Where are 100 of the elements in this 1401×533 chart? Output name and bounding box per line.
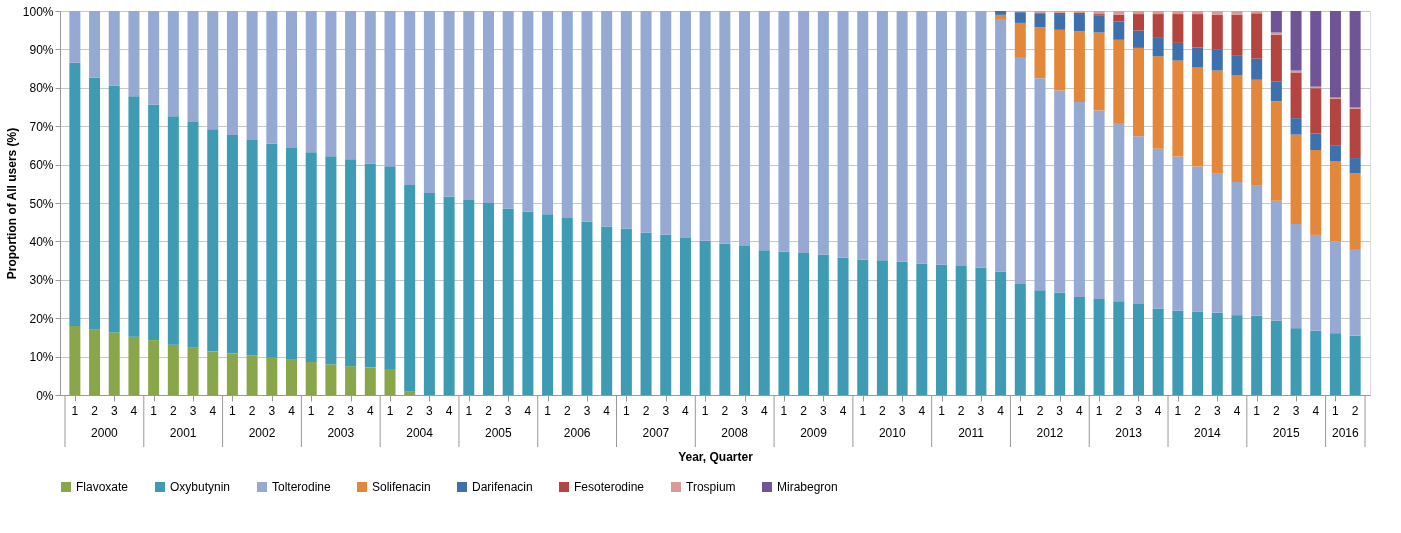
x-tick-label: 2 bbox=[485, 404, 493, 418]
x-tick-label: 2 bbox=[1273, 404, 1281, 418]
x-tick-label: 4 bbox=[288, 404, 296, 418]
x-tick-label: 3 bbox=[110, 404, 118, 418]
y-tick-label: 20% bbox=[29, 311, 54, 326]
y-tick-label: 30% bbox=[29, 273, 54, 288]
x-tick-label: 1 bbox=[780, 404, 788, 418]
x-tick-label: 3 bbox=[268, 404, 276, 418]
y-tick-label: 80% bbox=[29, 81, 54, 96]
x-tick-label: 4 bbox=[1312, 404, 1320, 418]
legend-label: Oxybutynin bbox=[170, 480, 231, 494]
text: 2000 bbox=[91, 426, 119, 440]
x-tick-label: 2 bbox=[563, 404, 571, 418]
x-tick-label: 4 bbox=[130, 404, 138, 418]
text: 2001 bbox=[169, 426, 197, 440]
x-tick-label: 3 bbox=[1135, 404, 1143, 418]
x-tick-label: 2 bbox=[248, 404, 256, 418]
legend-label: Fesoterodine bbox=[574, 480, 645, 494]
legend-label: Flavoxate bbox=[76, 480, 129, 494]
x-tick-label: 2 bbox=[721, 404, 729, 418]
x-tick-label: 3 bbox=[1292, 404, 1300, 418]
legend-label: Tolterodine bbox=[272, 480, 332, 494]
text: 2014 bbox=[1194, 426, 1222, 440]
x-tick-label: 3 bbox=[583, 404, 591, 418]
y-tick-label: 90% bbox=[29, 42, 54, 57]
legend-label: Trospium bbox=[686, 480, 736, 494]
text: 2008 bbox=[721, 426, 749, 440]
x-tick-label: 4 bbox=[997, 404, 1005, 418]
x-tick-label: 3 bbox=[1056, 404, 1064, 418]
y-tick-label: 10% bbox=[29, 350, 54, 365]
x-tick-label: 3 bbox=[819, 404, 827, 418]
x-tick-label: 3 bbox=[189, 404, 197, 418]
text: 2006 bbox=[563, 426, 591, 440]
x-tick-label: 2 bbox=[879, 404, 887, 418]
x-tick-label: 2 bbox=[169, 404, 177, 418]
text: 2004 bbox=[406, 426, 434, 440]
x-tick-label: 4 bbox=[445, 404, 453, 418]
x-tick-label: 2 bbox=[1036, 404, 1044, 418]
text: 2007 bbox=[642, 426, 670, 440]
x-tick-label: 3 bbox=[426, 404, 434, 418]
x-tick-label: 1 bbox=[938, 404, 946, 418]
y-tick-label: 50% bbox=[29, 196, 54, 211]
x-tick-label: 2 bbox=[327, 404, 335, 418]
x-tick-label: 4 bbox=[918, 404, 926, 418]
x-tick-label: 1 bbox=[71, 404, 79, 418]
x-tick-label: 3 bbox=[662, 404, 670, 418]
y-tick-label: 0% bbox=[36, 388, 54, 403]
text: 2011 bbox=[958, 426, 985, 440]
x-tick-label: 3 bbox=[898, 404, 906, 418]
x-tick-label: 1 bbox=[465, 404, 473, 418]
x-tick-label: 2 bbox=[91, 404, 99, 418]
x-tick-label: 4 bbox=[366, 404, 374, 418]
text: 2016 bbox=[1331, 426, 1359, 440]
x-tick-label: 1 bbox=[859, 404, 867, 418]
text: 2002 bbox=[248, 426, 276, 440]
x-tick-label: 4 bbox=[760, 404, 768, 418]
x-tick-label: 1 bbox=[150, 404, 158, 418]
x-tick-label: 1 bbox=[1016, 404, 1024, 418]
text: 2012 bbox=[1036, 426, 1064, 440]
legend-label: Solifenacin bbox=[372, 480, 431, 494]
x-tick-label: 2 bbox=[1115, 404, 1123, 418]
legend-label: Mirabegron bbox=[777, 480, 838, 494]
x-tick-label: 1 bbox=[1174, 404, 1182, 418]
text: 2015 bbox=[1272, 426, 1300, 440]
text: 2003 bbox=[327, 426, 355, 440]
y-tick-label: 100% bbox=[22, 4, 54, 19]
x-tick-label: 2 bbox=[800, 404, 808, 418]
x-tick-label: 3 bbox=[347, 404, 355, 418]
text: 2009 bbox=[800, 426, 828, 440]
y-tick-label: 70% bbox=[29, 119, 54, 134]
x-tick-label: 4 bbox=[682, 404, 690, 418]
x-tick-label: 4 bbox=[603, 404, 611, 418]
legend-label: Darifenacin bbox=[472, 480, 533, 494]
y-axis-title: Proportion of All users (%) bbox=[4, 127, 19, 280]
x-tick-label: 1 bbox=[1253, 404, 1261, 418]
x-tick-label: 4 bbox=[1076, 404, 1084, 418]
x-tick-label: 1 bbox=[307, 404, 315, 418]
x-tick-label: 1 bbox=[544, 404, 552, 418]
x-tick-label: 2 bbox=[642, 404, 650, 418]
x-tick-label: 3 bbox=[977, 404, 985, 418]
text: 2013 bbox=[1115, 426, 1143, 440]
x-tick-label: 4 bbox=[1154, 404, 1162, 418]
x-tick-label: 1 bbox=[701, 404, 709, 418]
x-tick-label: 4 bbox=[209, 404, 217, 418]
x-tick-label: 2 bbox=[1351, 404, 1359, 418]
x-tick-label: 3 bbox=[741, 404, 749, 418]
y-tick-label: 40% bbox=[29, 234, 54, 249]
x-tick-label: 1 bbox=[623, 404, 631, 418]
x-axis-title: Year, Quarter bbox=[678, 450, 754, 464]
x-tick-label: 1 bbox=[1095, 404, 1103, 418]
text: 2005 bbox=[484, 426, 512, 440]
y-tick-label: 60% bbox=[29, 158, 54, 173]
x-tick-label: 1 bbox=[1332, 404, 1340, 418]
x-tick-label: 2 bbox=[1194, 404, 1202, 418]
x-tick-label: 1 bbox=[229, 404, 237, 418]
x-tick-label: 3 bbox=[504, 404, 512, 418]
x-tick-label: 4 bbox=[1233, 404, 1241, 418]
x-tick-label: 2 bbox=[406, 404, 414, 418]
x-tick-label: 1 bbox=[386, 404, 394, 418]
x-tick-label: 3 bbox=[1213, 404, 1221, 418]
